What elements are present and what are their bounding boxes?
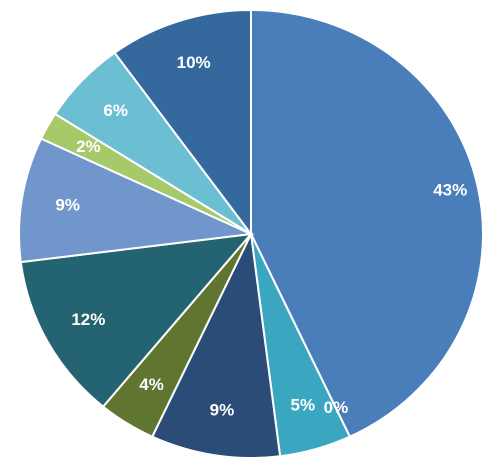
pie-slice [113,8,252,237]
data-label: 5% [290,396,315,415]
data-label: 6% [103,101,128,120]
pie-slice [250,8,484,438]
data-label: 4% [139,375,164,394]
data-label: 43% [433,180,467,199]
data-label: 9% [55,195,80,214]
data-label: 2% [76,137,101,156]
data-label: 0% [324,398,349,417]
data-label: 12% [71,310,105,329]
pie-slice [150,230,282,459]
data-label: 9% [210,400,235,419]
pie-slice [18,137,255,264]
pie-slice [19,232,254,408]
data-label: 10% [177,53,211,72]
